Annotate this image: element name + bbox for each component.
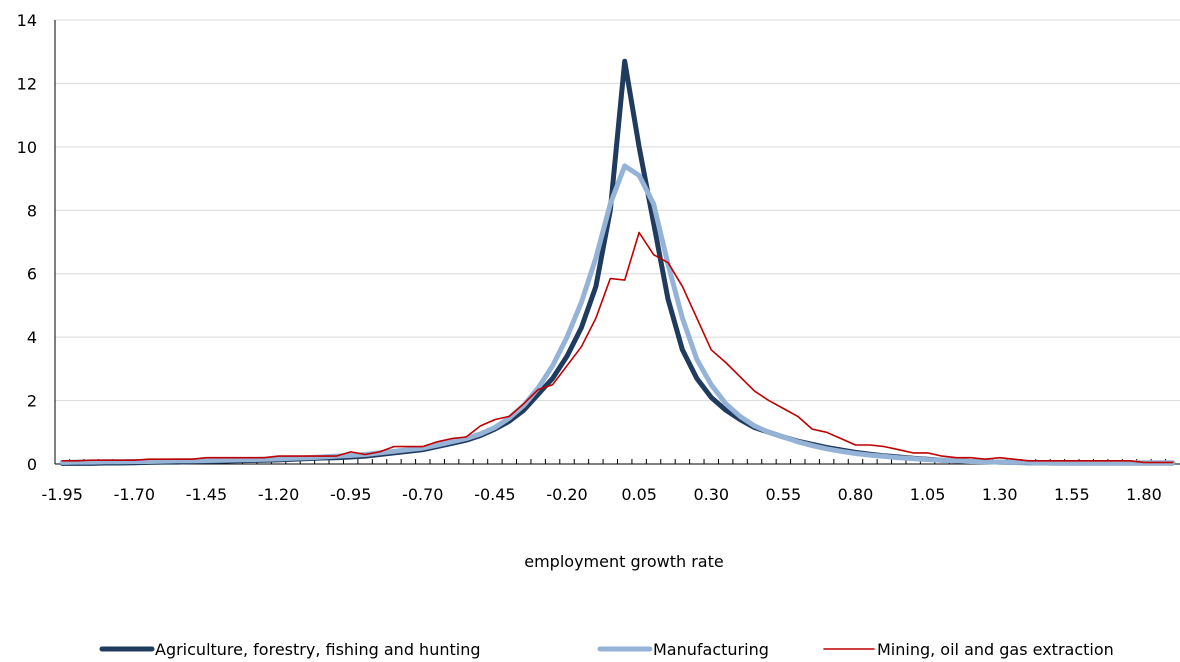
series-line-manufacturing bbox=[59, 163, 1176, 466]
x-tick-label: 1.05 bbox=[910, 485, 946, 504]
series-line-agriculture bbox=[59, 58, 1176, 466]
x-tick-label: -0.95 bbox=[330, 485, 371, 504]
x-tick-label: 1.80 bbox=[1126, 485, 1162, 504]
x-tick-label: -1.20 bbox=[258, 485, 299, 504]
x-tick-label: -1.95 bbox=[42, 485, 83, 504]
legend-manufacturing: Manufacturing bbox=[597, 640, 769, 659]
x-tick-label: 0.30 bbox=[693, 485, 729, 504]
legend-label: Manufacturing bbox=[653, 640, 769, 659]
x-tick-label: -1.45 bbox=[186, 485, 227, 504]
legend-agriculture: Agriculture, forestry, fishing and hunti… bbox=[99, 640, 481, 659]
x-tick-label: -0.20 bbox=[546, 485, 587, 504]
y-tick-label: 8 bbox=[27, 201, 37, 220]
series-line-mining bbox=[61, 231, 1174, 464]
legend-mining: Mining, oil and gas extraction bbox=[823, 640, 1114, 659]
legend-label: Agriculture, forestry, fishing and hunti… bbox=[155, 640, 481, 659]
y-tick-label: 4 bbox=[27, 328, 37, 347]
x-axis-title: employment growth rate bbox=[524, 552, 723, 571]
x-tick-label: 1.55 bbox=[1054, 485, 1090, 504]
series-lines bbox=[59, 58, 1176, 466]
x-tick-label: 0.80 bbox=[838, 485, 874, 504]
x-tick-label: -0.45 bbox=[474, 485, 515, 504]
y-tick-label: 12 bbox=[17, 74, 37, 93]
y-tick-label: 10 bbox=[17, 138, 37, 157]
x-tick-label: 1.30 bbox=[982, 485, 1018, 504]
x-tick-label: -0.70 bbox=[402, 485, 443, 504]
y-tick-label: 14 bbox=[17, 11, 37, 30]
gridlines bbox=[55, 19, 1180, 402]
x-tick-label: 0.05 bbox=[621, 485, 657, 504]
x-tick-label: -1.70 bbox=[114, 485, 155, 504]
legend: Agriculture, forestry, fishing and hunti… bbox=[99, 640, 1114, 659]
y-tick-label: 0 bbox=[27, 455, 37, 474]
y-tick-label: 6 bbox=[27, 265, 37, 284]
y-axis-tick-labels: 0 2 4 6 8 10 12 14 bbox=[17, 11, 37, 474]
legend-label: Mining, oil and gas extraction bbox=[877, 640, 1114, 659]
y-tick-label: 2 bbox=[27, 392, 37, 411]
x-tick-label: 0.55 bbox=[766, 485, 802, 504]
x-axis-tick-labels: -1.95 -1.70 -1.45 -1.20 -0.95 -0.70 -0.45 -0.20… bbox=[42, 485, 1162, 504]
